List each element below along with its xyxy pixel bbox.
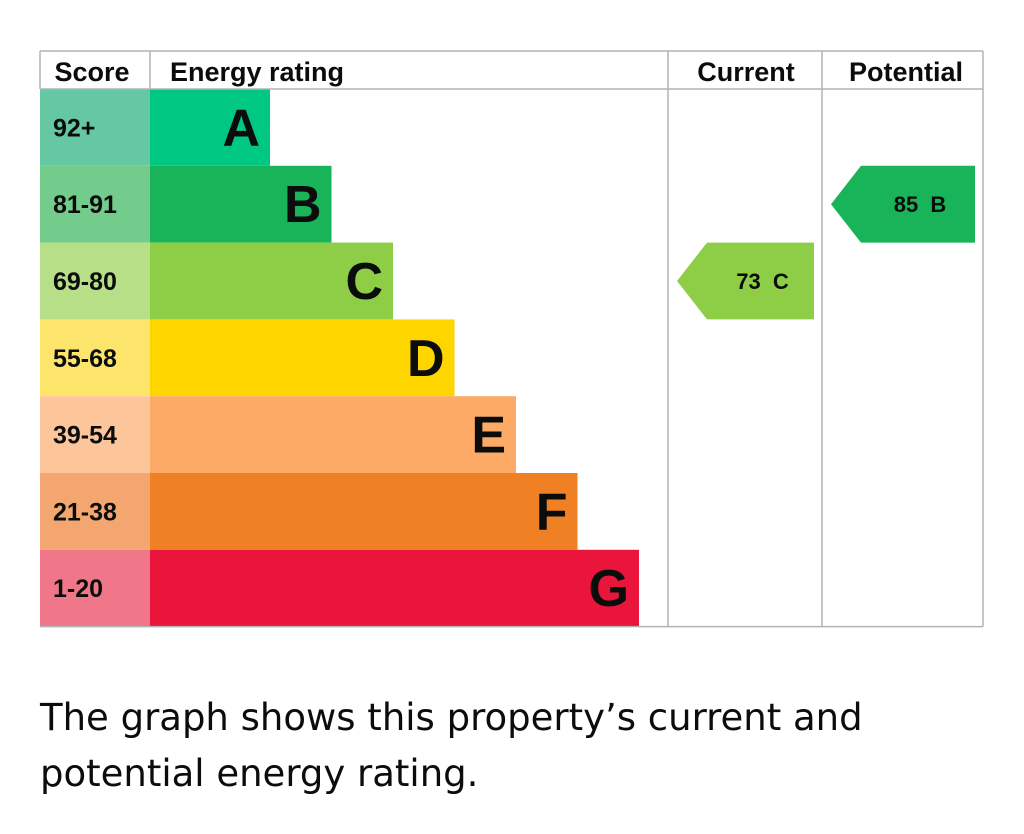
rating-bar-c [150,242,393,320]
current-arrow [677,242,814,320]
chart-caption: The graph shows this property’s current … [40,696,863,795]
potential-rating-label: 85 B [894,192,947,217]
score-cell-f [40,473,150,550]
score-label-c: 69-80 [53,268,117,296]
rating-markers: 73 C 85 B [677,165,975,320]
score-label-f: 21-38 [53,498,117,526]
bands-layer: 92+ A 81-91 B 69-80 C 55-68 D 39-54 E 21-38 F 1-20 G [40,89,639,627]
score-label-e: 39-54 [53,422,117,450]
header-potential: Potential [849,57,963,87]
epc-chart: 92+ A81-91 B69-80 C55-68 D39-54 E21-38 F1-20 G … [39,50,984,628]
rating-letter-g: G [589,560,629,618]
header-energy-rating: Energy rating [170,57,344,87]
header-current: Current [697,57,795,87]
score-label-d: 55-68 [53,345,117,373]
score-cell-a [40,89,150,166]
score-cell-e [40,396,150,473]
potential-arrow [831,165,975,243]
rating-bar-e [150,396,516,473]
rating-bar-b [150,165,332,243]
header-score: Score [54,57,129,87]
rating-letter-c: C [345,253,383,311]
rating-bar-g [150,549,639,627]
chart-grid [39,50,984,628]
chart-header: Score Energy rating Current Potential [54,57,963,87]
score-label-g: 1-20 [53,575,103,603]
rating-letter-b: B [284,176,322,234]
current-rating-label: 73 C [736,269,789,294]
rating-letter-d: D [407,330,445,388]
rating-bar-a [150,89,270,166]
rating-letter-a: A [222,99,260,157]
score-label-a: 92+ [53,114,95,142]
rating-bar-f [150,473,578,550]
score-cell-c [40,242,150,320]
score-cell-g [40,549,150,627]
rating-letter-e: E [471,407,506,465]
score-cell-d [40,319,150,397]
score-label-b: 81-91 [53,191,117,219]
rating-bar-d [150,319,455,397]
score-cell-b [40,165,150,243]
rating-letter-f: F [536,483,568,541]
